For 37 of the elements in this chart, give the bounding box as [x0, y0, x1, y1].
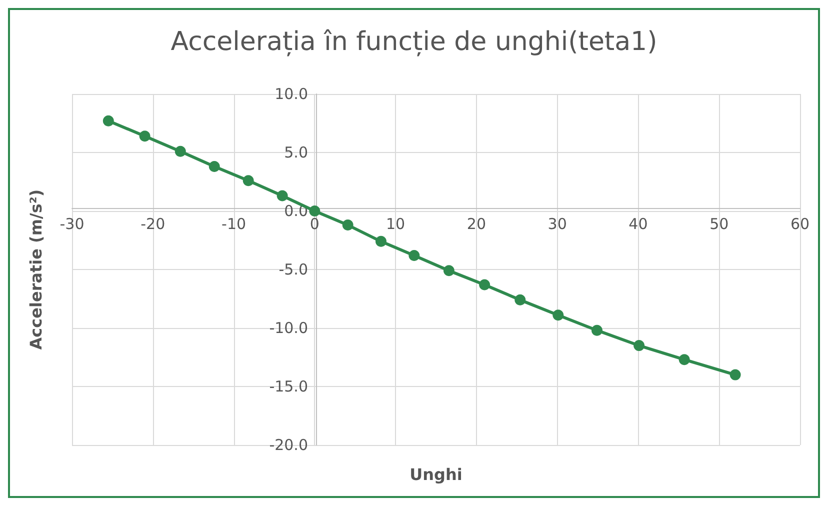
point: [276, 190, 288, 202]
point: [678, 354, 690, 366]
x-tick-label: -30: [60, 214, 84, 233]
x-tick-label: 60: [790, 214, 810, 233]
point: [242, 175, 254, 186]
point: [309, 206, 320, 216]
y-tick-label: -5.0: [278, 260, 308, 278]
x-tick-label: 10: [386, 214, 406, 233]
x-axis-title: Unghi: [410, 464, 462, 484]
x-tick-label: 50: [710, 214, 729, 233]
point: [591, 324, 602, 336]
x-tick-label: 0: [310, 214, 320, 233]
x-tick-label: 40: [628, 214, 648, 233]
point: [408, 250, 420, 261]
x-tick-label: 20: [466, 214, 486, 233]
point: [634, 340, 645, 352]
x-tick-label: 30: [548, 214, 567, 233]
point: [514, 294, 526, 306]
y-axis-title: Acceleratie (m/s²): [26, 189, 46, 350]
y-tick-label: -20.0: [269, 436, 308, 454]
y-tick-label: -10.0: [269, 319, 308, 337]
point: [174, 146, 186, 157]
y-tick-label: -15.0: [269, 378, 308, 396]
point: [208, 161, 220, 172]
point: [139, 130, 150, 142]
x-tick-label: -10: [222, 214, 246, 233]
point: [730, 369, 741, 380]
chart-title: Accelerația în funcție de unghi(teta1): [170, 27, 658, 57]
point: [552, 310, 564, 321]
point: [102, 115, 114, 126]
point: [376, 236, 386, 247]
x-tick-label: -20: [140, 214, 166, 233]
point: [443, 265, 454, 276]
point: [342, 220, 354, 231]
y-tick-label: 10.0: [274, 85, 308, 103]
point: [479, 279, 490, 290]
y-tick-label: 5.0: [284, 144, 308, 162]
